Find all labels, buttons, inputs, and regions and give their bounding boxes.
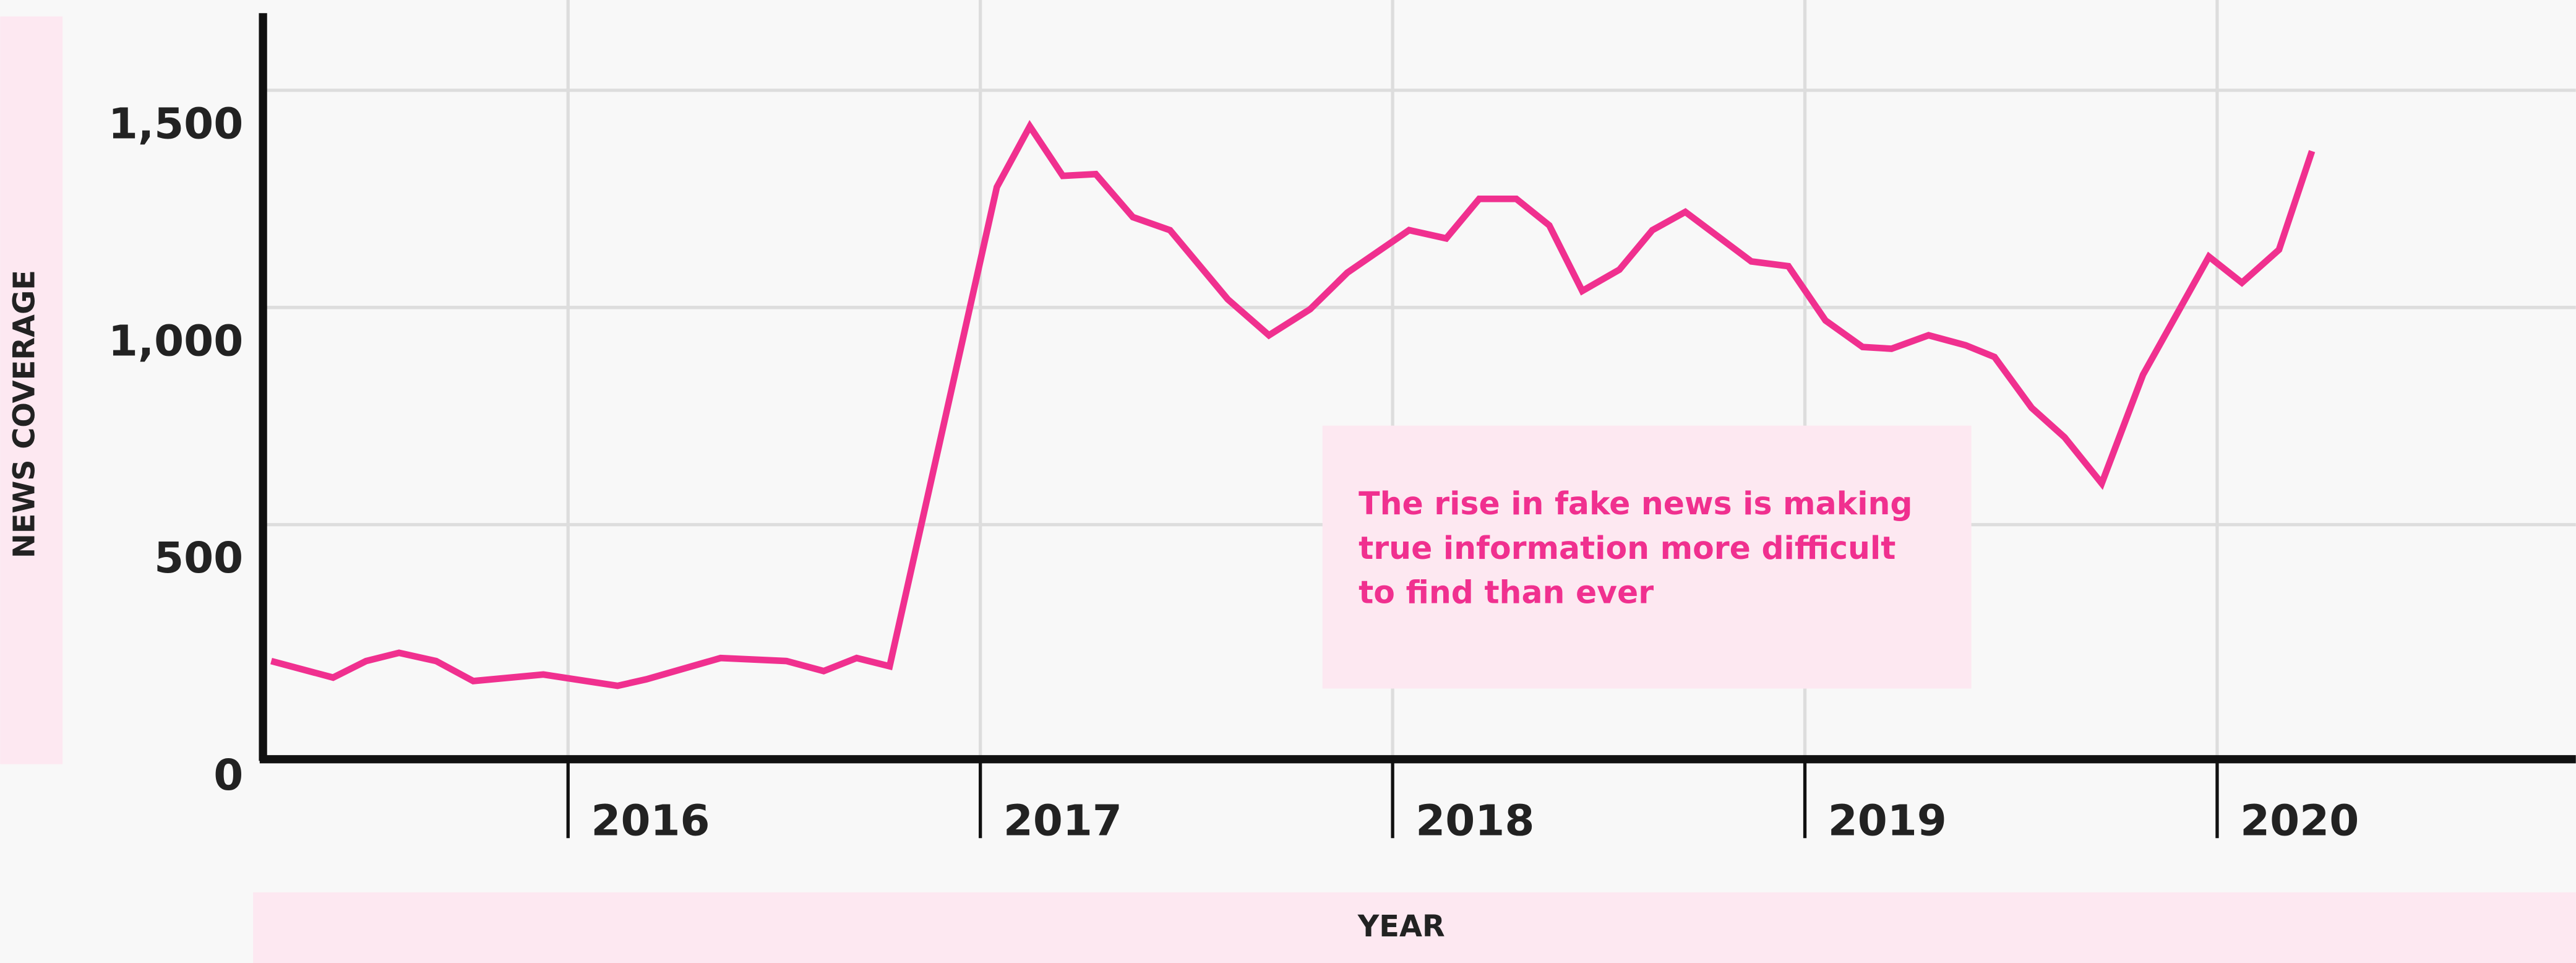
x-tick-label: 2019	[1828, 796, 1947, 845]
x-tick-label: 2020	[2240, 796, 2359, 845]
plot	[270, 119, 2316, 689]
y-tick-label: 1,500	[108, 99, 243, 149]
line	[270, 119, 2316, 689]
x-label-box	[253, 892, 2576, 963]
y-axis-label: NEWS COVERAGE	[8, 270, 42, 558]
y-tick-label: 1,000	[108, 316, 243, 366]
y-tick-label: 500	[154, 533, 243, 583]
x-tick-label: 2018	[1415, 796, 1534, 845]
annotation: The rise in fake news is making true info…	[1359, 485, 1912, 610]
x-axis-label: YEAR	[1357, 910, 1445, 944]
x-tick-label: 2017	[1003, 796, 1122, 845]
y-tick-label: 0	[213, 751, 243, 800]
y-label-box	[0, 16, 63, 764]
x-tick-label: 2016	[591, 796, 710, 845]
annotation-box	[1322, 425, 1972, 689]
